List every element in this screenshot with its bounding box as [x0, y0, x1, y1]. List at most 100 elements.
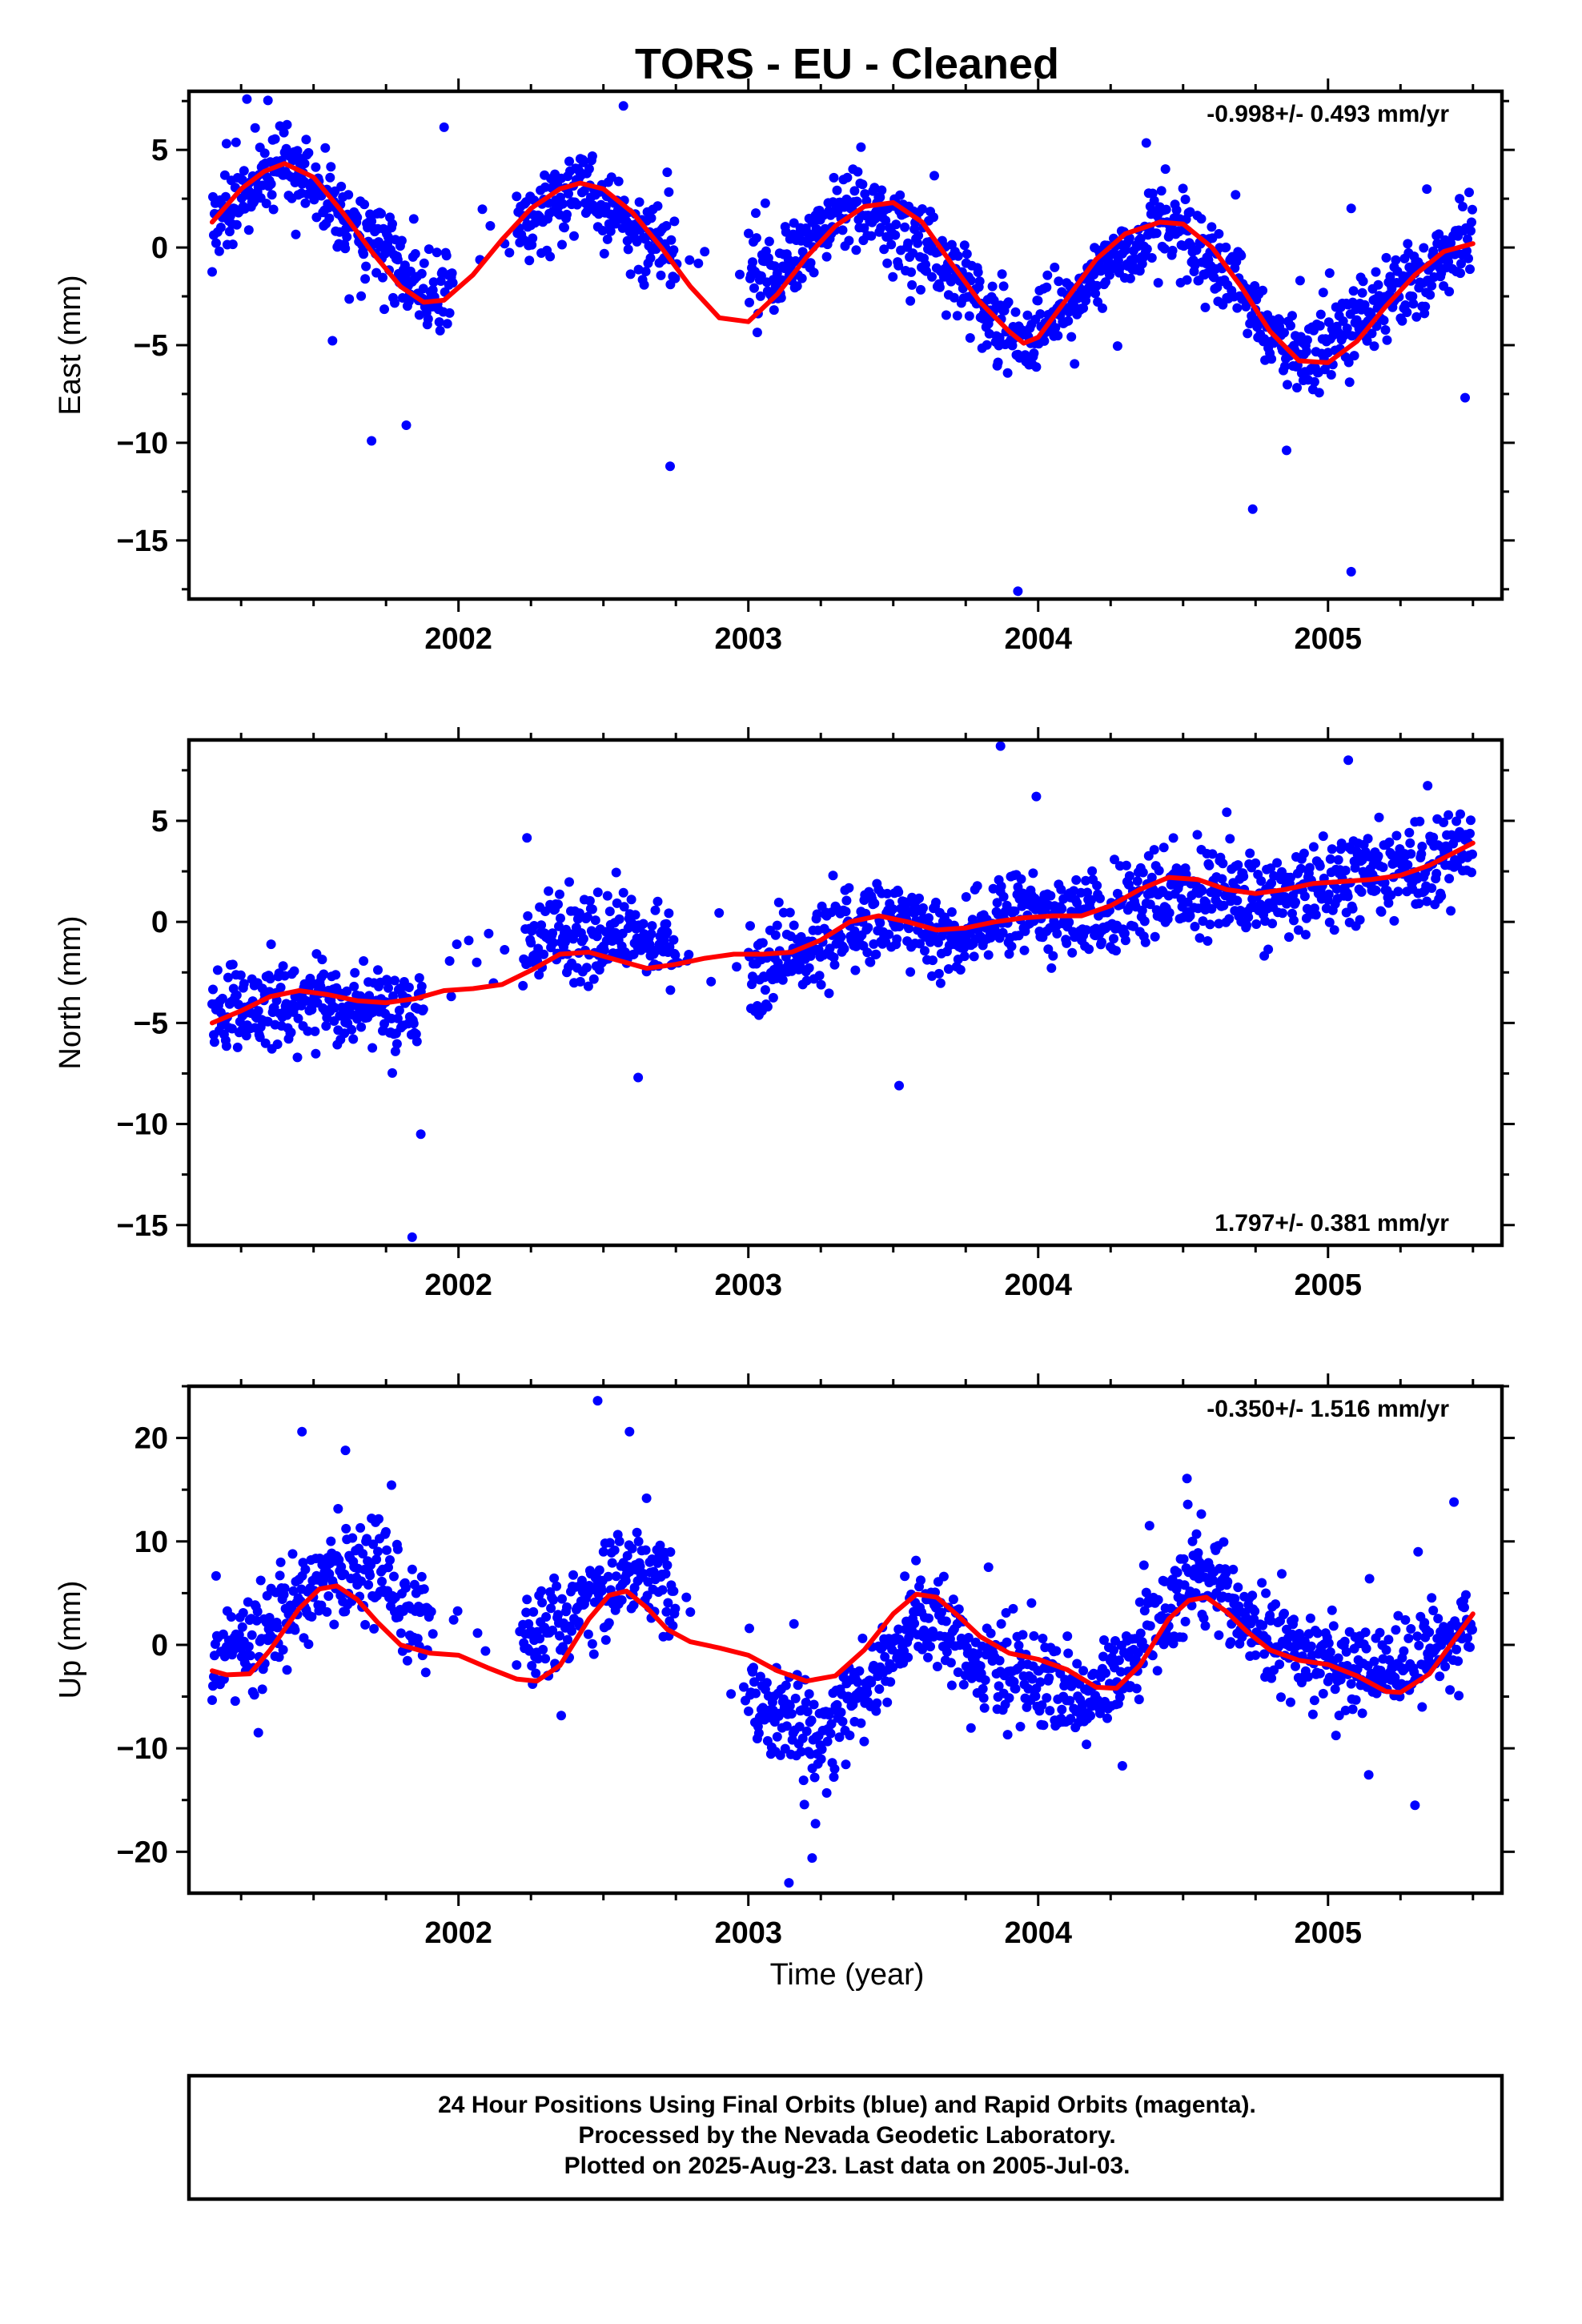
- north-point: [342, 986, 352, 996]
- north-panel: 2002 2003 2004 2005 5 0 −5 −10 −15 North (mm) 1.79…: [54, 727, 1515, 1302]
- up-point: [1066, 1714, 1076, 1724]
- east-point: [893, 260, 904, 271]
- up-point: [1072, 1659, 1082, 1669]
- up-point: [616, 1595, 627, 1605]
- up-point: [1062, 1631, 1073, 1642]
- up-point: [1010, 1683, 1021, 1694]
- north-point: [969, 951, 979, 962]
- north-point: [1224, 914, 1235, 924]
- east-point: [752, 328, 762, 338]
- east-point: [1218, 300, 1228, 310]
- east-point: [829, 172, 839, 183]
- up-point: [627, 1543, 637, 1554]
- up-point: [793, 1680, 803, 1691]
- up-point: [841, 1759, 851, 1770]
- up-point: [911, 1555, 921, 1566]
- north-point: [578, 934, 588, 944]
- up-point: [1182, 1474, 1192, 1484]
- east-point: [941, 310, 951, 320]
- up-point: [576, 1575, 587, 1586]
- east-point: [1358, 276, 1368, 287]
- up-point: [1141, 1587, 1151, 1598]
- north-point: [356, 1022, 367, 1032]
- north-point: [1327, 844, 1337, 854]
- up-point: [668, 1621, 678, 1631]
- east-point: [900, 222, 910, 232]
- east-point: [974, 276, 985, 287]
- north-point: [1439, 818, 1449, 827]
- up-point: [810, 1819, 821, 1829]
- north-point: [253, 1006, 263, 1016]
- up-point: [1391, 1625, 1401, 1635]
- east-point: [605, 226, 616, 236]
- up-point: [1454, 1691, 1464, 1701]
- up-point: [389, 1571, 399, 1582]
- caption-line-1: 24 Hour Positions Using Final Orbits (bl…: [438, 2092, 1256, 2118]
- up-point: [288, 1586, 299, 1596]
- east-point: [1315, 320, 1325, 331]
- up-point: [829, 1772, 839, 1782]
- north-point: [650, 905, 661, 915]
- up-point: [540, 1654, 551, 1664]
- up-point: [1145, 1621, 1155, 1631]
- east-point: [1053, 331, 1063, 341]
- up-point: [836, 1707, 846, 1718]
- up-point: [400, 1582, 411, 1593]
- up-point: [512, 1660, 522, 1671]
- up-point: [958, 1679, 969, 1690]
- north-point: [390, 975, 400, 986]
- east-point: [1318, 287, 1328, 298]
- north-point: [1251, 919, 1262, 929]
- north-point: [266, 939, 276, 950]
- up-point: [257, 1684, 267, 1695]
- up-point: [1257, 1578, 1267, 1588]
- north-point: [1057, 903, 1067, 914]
- east-point: [879, 244, 889, 255]
- east-point: [378, 272, 387, 283]
- east-point: [1301, 346, 1311, 356]
- up-point: [1095, 1708, 1105, 1719]
- up-point: [657, 1585, 668, 1595]
- north-point: [757, 938, 768, 948]
- up-point: [472, 1628, 483, 1638]
- north-point: [529, 921, 540, 931]
- north-point: [446, 991, 456, 1002]
- up-point: [794, 1722, 805, 1732]
- north-x-tick-label: 2004: [1004, 1269, 1072, 1302]
- up-point: [282, 1665, 292, 1675]
- north-point: [1286, 872, 1295, 883]
- east-point: [1275, 316, 1285, 326]
- north-point: [946, 907, 957, 917]
- north-point: [1443, 845, 1453, 854]
- north-point: [762, 1002, 773, 1012]
- up-point: [1325, 1647, 1335, 1657]
- north-point: [1185, 911, 1195, 921]
- east-point: [891, 219, 901, 230]
- up-point: [1341, 1647, 1351, 1657]
- north-point: [1222, 807, 1232, 818]
- up-point: [1008, 1603, 1018, 1614]
- up-point: [333, 1504, 343, 1514]
- north-point: [1056, 884, 1066, 895]
- up-point: [548, 1594, 559, 1605]
- north-y-tick-label: −10: [117, 1108, 168, 1142]
- east-point: [1243, 328, 1253, 339]
- up-point: [1445, 1685, 1456, 1695]
- north-point: [836, 931, 846, 942]
- up-point: [278, 1645, 288, 1655]
- east-point: [1160, 164, 1170, 175]
- east-point: [618, 101, 628, 111]
- north-point: [319, 969, 329, 979]
- east-point: [1359, 300, 1370, 310]
- east-point: [387, 219, 397, 229]
- east-point: [857, 179, 868, 190]
- up-point: [1309, 1695, 1319, 1706]
- up-point: [1463, 1633, 1472, 1643]
- north-frame: [187, 738, 1504, 1248]
- north-point: [1374, 812, 1384, 822]
- up-point: [801, 1726, 812, 1736]
- east-point: [908, 248, 918, 259]
- up-point: [355, 1522, 366, 1533]
- up-point: [392, 1544, 403, 1554]
- east-point: [792, 281, 802, 292]
